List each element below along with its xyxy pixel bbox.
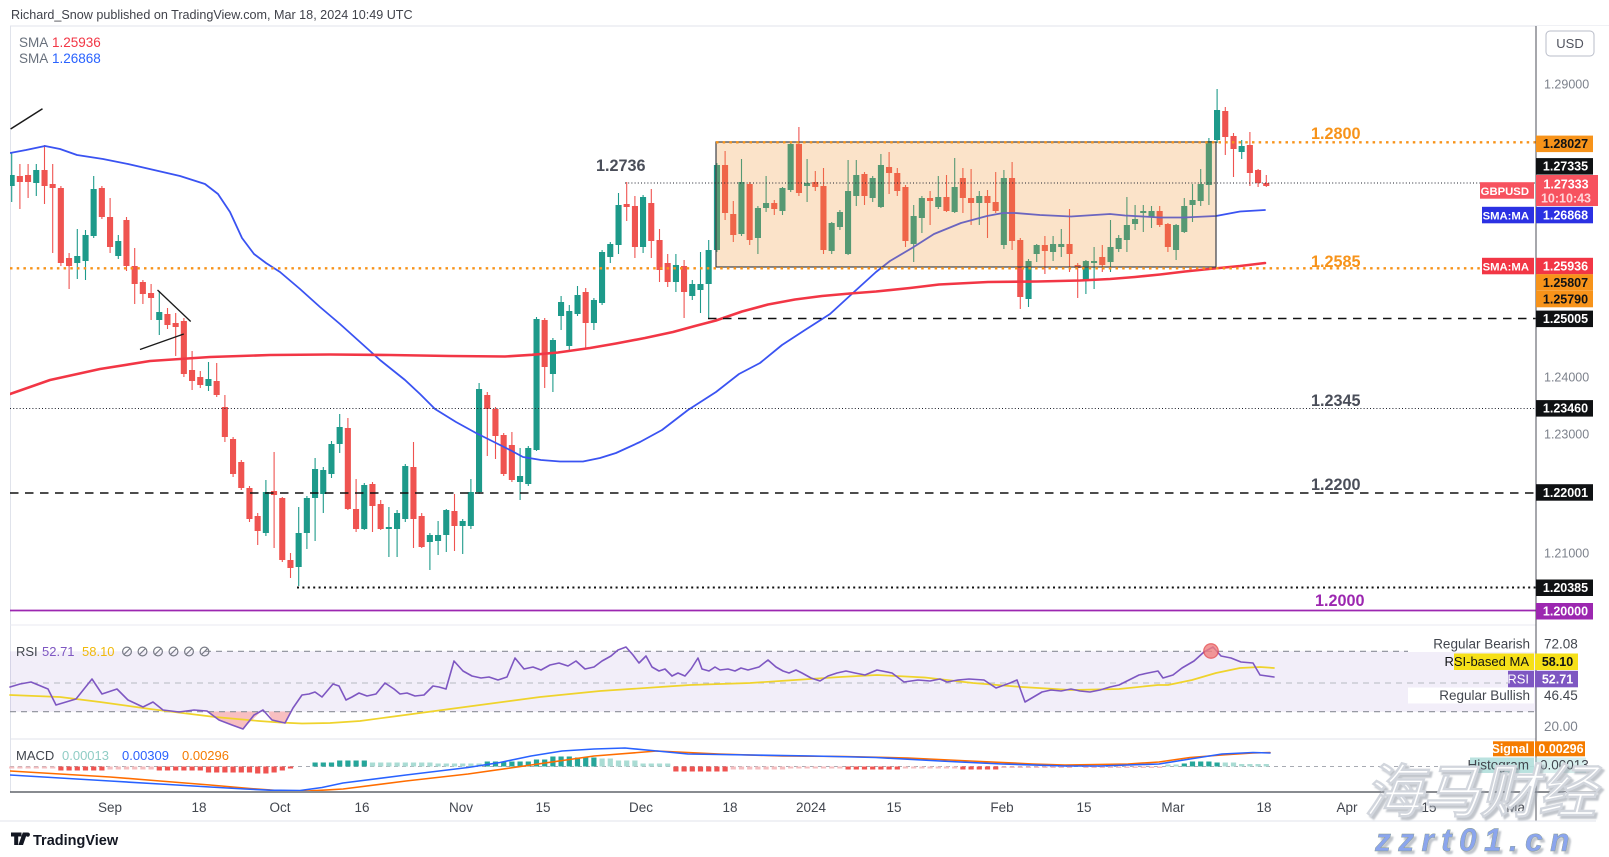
svg-text:46.45: 46.45: [1544, 688, 1578, 703]
svg-text:Feb: Feb: [990, 800, 1013, 815]
svg-text:Apr: Apr: [1336, 800, 1358, 815]
svg-text:SMA: SMA: [19, 35, 48, 50]
svg-text:1.22001: 1.22001: [1543, 486, 1588, 500]
svg-text:0.00309: 0.00309: [122, 748, 169, 763]
svg-text:52.71: 52.71: [1542, 672, 1573, 686]
svg-text:0.00296: 0.00296: [182, 748, 229, 763]
svg-text:1.20000: 1.20000: [1543, 605, 1588, 619]
svg-text:1.28027: 1.28027: [1543, 137, 1588, 151]
svg-text:15: 15: [1076, 800, 1091, 815]
svg-text:0.00013: 0.00013: [62, 748, 109, 763]
svg-text:1.25936: 1.25936: [52, 35, 101, 50]
svg-text:Oct: Oct: [269, 800, 290, 815]
svg-text:Dec: Dec: [629, 800, 653, 815]
svg-text:1.25936: 1.25936: [1543, 259, 1588, 273]
svg-text:Signal: Signal: [1491, 742, 1529, 756]
svg-text:1.2736: 1.2736: [596, 157, 646, 175]
svg-text:1.29000: 1.29000: [1544, 77, 1589, 91]
svg-text:2024: 2024: [796, 800, 827, 815]
svg-text:RSI: RSI: [16, 644, 38, 659]
svg-text:TradingView: TradingView: [33, 833, 119, 849]
svg-text:1.2585: 1.2585: [1311, 253, 1361, 271]
svg-text:58.10: 58.10: [82, 644, 115, 659]
svg-text:1.23000: 1.23000: [1544, 427, 1589, 441]
svg-text:Richard_Snow published on Trad: Richard_Snow published on TradingView.co…: [11, 8, 413, 22]
svg-text:RSI: RSI: [1507, 671, 1529, 686]
svg-text:Regular Bullish: Regular Bullish: [1439, 688, 1530, 703]
svg-text:SMA: SMA: [19, 51, 48, 66]
svg-text:52.71: 52.71: [42, 644, 75, 659]
svg-text:1.2200: 1.2200: [1311, 476, 1361, 494]
svg-text:1.27335: 1.27335: [1543, 160, 1588, 174]
svg-text:RSI-based MA: RSI-based MA: [1444, 654, 1529, 669]
svg-text:zzrt01.cn: zzrt01.cn: [1374, 822, 1577, 857]
svg-text:Regular Bearish: Regular Bearish: [1433, 637, 1530, 652]
svg-text:10:10:43: 10:10:43: [1541, 192, 1591, 206]
svg-text:1.26868: 1.26868: [52, 51, 101, 66]
svg-text:SMA:MA: SMA:MA: [1483, 210, 1529, 222]
svg-text:20.00: 20.00: [1544, 719, 1578, 734]
svg-text:Mar: Mar: [1161, 800, 1185, 815]
svg-text:72.08: 72.08: [1544, 637, 1578, 652]
svg-text:1.21000: 1.21000: [1544, 546, 1589, 560]
svg-text:1.25790: 1.25790: [1543, 292, 1588, 306]
svg-text:海马财经: 海马财经: [1364, 760, 1603, 825]
svg-text:1.24000: 1.24000: [1544, 370, 1589, 384]
svg-text:1.25807: 1.25807: [1543, 276, 1588, 290]
svg-text:SMA:MA: SMA:MA: [1483, 261, 1529, 273]
svg-text:0.00013: 0.00013: [1540, 758, 1589, 773]
svg-text:15: 15: [886, 800, 901, 815]
svg-text:18: 18: [1256, 800, 1271, 815]
svg-text:1.27333: 1.27333: [1543, 178, 1588, 192]
svg-text:18: 18: [722, 800, 737, 815]
svg-text:1.2800: 1.2800: [1311, 125, 1361, 143]
svg-text:USD: USD: [1556, 36, 1583, 51]
svg-text:1.20385: 1.20385: [1543, 581, 1588, 595]
svg-text:1.26868: 1.26868: [1543, 208, 1588, 222]
svg-text:15: 15: [535, 800, 550, 815]
svg-text:GBPUSD: GBPUSD: [1481, 186, 1529, 198]
svg-text:1.2345: 1.2345: [1311, 392, 1361, 410]
svg-text:May: May: [1506, 800, 1532, 815]
svg-text:Histogram: Histogram: [1467, 758, 1529, 773]
svg-text:16: 16: [354, 800, 369, 815]
svg-text:Sep: Sep: [98, 800, 122, 815]
svg-text:18: 18: [191, 800, 206, 815]
svg-text:1.25005: 1.25005: [1543, 312, 1588, 326]
svg-text:1.2000: 1.2000: [1315, 592, 1365, 610]
svg-text:1.23460: 1.23460: [1543, 402, 1588, 416]
svg-text:15: 15: [1421, 800, 1436, 815]
svg-text:0.00296: 0.00296: [1538, 742, 1583, 756]
svg-text:58.10: 58.10: [1542, 655, 1573, 669]
svg-text:Nov: Nov: [449, 800, 473, 815]
svg-text:MACD: MACD: [16, 748, 54, 763]
